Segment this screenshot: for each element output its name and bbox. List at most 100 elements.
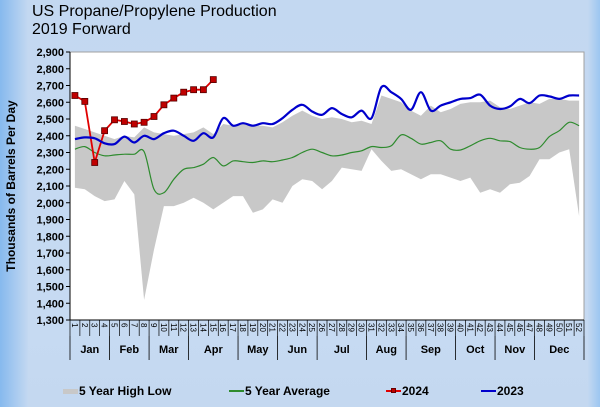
x-tick-label-week: 8 bbox=[139, 323, 148, 328]
month-label-may: May bbox=[247, 344, 269, 356]
x-tick-label-week: 9 bbox=[149, 323, 158, 328]
x-tick-label-week: 30 bbox=[357, 323, 366, 332]
x-tick-label-week: 24 bbox=[297, 323, 306, 332]
point-2024-wk8 bbox=[140, 118, 148, 126]
x-tick-label-week: 22 bbox=[278, 323, 287, 332]
x-tick-label-week: 6 bbox=[119, 323, 128, 328]
x-tick-label-week: 31 bbox=[366, 323, 375, 332]
y-axis: 1,300 1,400 1,500 1,600 1,700 1,800 1,900 2,000… bbox=[36, 47, 71, 327]
point-2024-wk12 bbox=[180, 88, 188, 96]
x-tick-label-week: 1 bbox=[70, 323, 79, 328]
x-tick-label-week: 26 bbox=[317, 323, 326, 332]
point-2024-wk3 bbox=[91, 159, 99, 166]
point-2024-wk7 bbox=[130, 120, 138, 128]
point-2024-wk9 bbox=[150, 113, 158, 120]
point-2024-wk5 bbox=[111, 116, 118, 124]
x-tick-label-week: 43 bbox=[485, 323, 494, 332]
series-line-5-year-average bbox=[74, 121, 580, 195]
month-label-dec: Dec bbox=[549, 344, 569, 356]
x-tick-label-week: 7 bbox=[129, 323, 138, 328]
x-tick-label-week: 4 bbox=[100, 323, 109, 328]
x-tick-label-week: 42 bbox=[475, 323, 484, 332]
x-tick-label-week: 19 bbox=[248, 323, 257, 332]
x-tick-label-week: 36 bbox=[416, 323, 425, 332]
legend: 5 Year High Low 5 Year Average 2024 2023 bbox=[0, 382, 600, 400]
month-label-nov: Nov bbox=[504, 344, 526, 356]
x-tick-label-week: 47 bbox=[525, 323, 534, 332]
x-tick-label-week: 46 bbox=[515, 323, 524, 332]
x-tick-label-week: 3 bbox=[90, 323, 99, 328]
x-tick-label-week: 20 bbox=[258, 323, 267, 332]
x-tick-label-week: 48 bbox=[535, 323, 544, 332]
x-tick-label-week: 34 bbox=[396, 323, 405, 332]
legend-label-average: 5 Year Average bbox=[245, 384, 330, 398]
legend-swatch-2024 bbox=[386, 388, 401, 393]
point-2024-wk13 bbox=[190, 86, 198, 94]
x-tick-label-week: 14 bbox=[198, 323, 207, 332]
point-2024-wk6 bbox=[121, 118, 128, 125]
point-2024-wk14 bbox=[199, 86, 207, 94]
x-tick-label-week: 2 bbox=[80, 323, 89, 328]
legend-item-2024: 2024 bbox=[386, 382, 429, 400]
month-label-jul: Jul bbox=[334, 344, 350, 356]
y-tick-label: 2,600 bbox=[36, 97, 64, 109]
point-2024-wk4 bbox=[101, 127, 108, 135]
x-tick-label-week: 21 bbox=[268, 323, 277, 332]
legend-item-band: 5 Year High Low bbox=[63, 382, 171, 400]
x-tick-label-week: 35 bbox=[406, 323, 415, 332]
point-2024-wk11 bbox=[170, 94, 178, 102]
legend-label-2023: 2023 bbox=[497, 384, 524, 398]
x-tick-label-week: 51 bbox=[564, 323, 573, 332]
x-tick-label-week: 37 bbox=[426, 323, 435, 332]
x-tick-label-week: 17 bbox=[228, 323, 237, 332]
x-tick-label-week: 29 bbox=[347, 323, 356, 332]
y-tick-label: 1,500 bbox=[36, 282, 64, 294]
y-tick-label: 2,400 bbox=[36, 131, 64, 143]
y-tick-label: 1,400 bbox=[36, 298, 64, 310]
x-tick-label-week: 12 bbox=[179, 323, 188, 332]
x-tick-label-week: 38 bbox=[436, 323, 445, 332]
y-tick-label: 2,200 bbox=[36, 164, 64, 176]
month-label-mar: Mar bbox=[159, 344, 179, 356]
x-tick-label-week: 33 bbox=[386, 323, 395, 332]
x-tick-label-week: 28 bbox=[337, 323, 346, 332]
y-tick-label: 2,000 bbox=[36, 198, 64, 210]
x-tick-label-week: 11 bbox=[169, 323, 178, 332]
x-tick-label-week: 50 bbox=[554, 323, 563, 332]
x-tick-label-week: 49 bbox=[544, 323, 553, 332]
band-group bbox=[74, 95, 580, 300]
x-tick-label-week: 23 bbox=[287, 323, 296, 332]
month-label-feb: Feb bbox=[120, 344, 140, 356]
month-label-jan: Jan bbox=[80, 344, 99, 356]
x-axis: 1 2 3 4 5 6 7 8 9 10 11 12 13 14 15 16 17 18 19 20 21 22 23 24 2… bbox=[69, 319, 585, 360]
y-axis-label: Thousands of Barrels Per Day bbox=[4, 100, 18, 272]
x-tick-label-week: 25 bbox=[307, 323, 316, 332]
lines-group bbox=[71, 76, 580, 195]
title-line-2: 2019 Forward bbox=[32, 21, 131, 38]
y-tick-label: 1,300 bbox=[36, 315, 64, 327]
point-2024-wk15 bbox=[209, 76, 217, 83]
month-label-apr: Apr bbox=[204, 344, 224, 356]
y-tick-label: 2,100 bbox=[36, 181, 64, 193]
x-tick-label-week: 39 bbox=[446, 323, 455, 332]
month-label-aug: Aug bbox=[376, 344, 397, 356]
y-tick-label: 1,800 bbox=[36, 231, 64, 243]
x-tick-label-week: 18 bbox=[238, 323, 247, 332]
title-line-1: US Propane/Propylene Production bbox=[32, 3, 277, 20]
legend-item-average: 5 Year Average bbox=[229, 382, 330, 400]
point-2024-wk10 bbox=[160, 101, 168, 109]
y-tick-label: 2,500 bbox=[36, 114, 64, 126]
legend-swatch-average bbox=[229, 390, 244, 392]
legend-label-2024: 2024 bbox=[402, 384, 429, 398]
month-label-oct: Oct bbox=[466, 344, 485, 356]
y-tick-label: 2,300 bbox=[36, 148, 64, 160]
x-tick-label-week: 32 bbox=[376, 323, 385, 332]
x-tick-label-week: 16 bbox=[218, 323, 227, 332]
x-tick-label-week: 44 bbox=[495, 323, 504, 332]
x-tick-label-week: 15 bbox=[208, 323, 217, 332]
x-tick-label-week: 52 bbox=[574, 323, 583, 332]
band-5-year-high-low bbox=[74, 95, 580, 300]
x-tick-label-week: 40 bbox=[455, 323, 464, 332]
month-label-sep: Sep bbox=[421, 344, 441, 356]
